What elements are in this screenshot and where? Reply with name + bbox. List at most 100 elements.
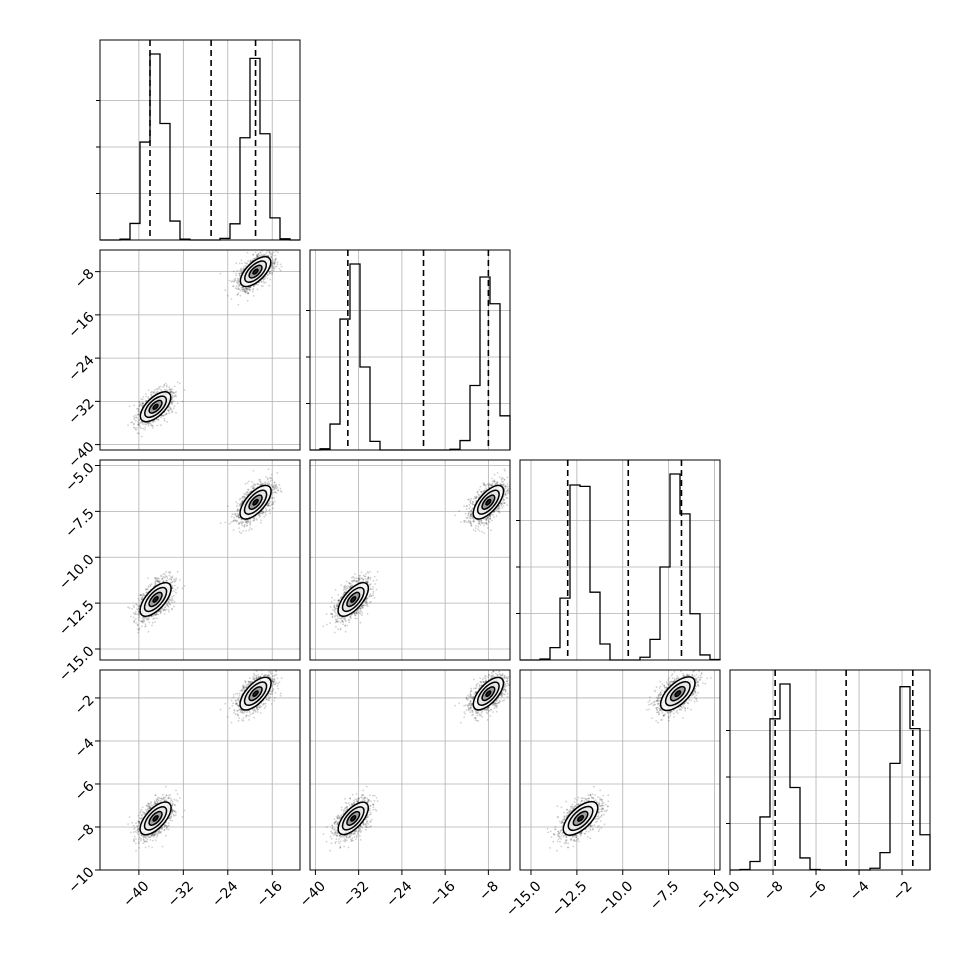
sample-point xyxy=(145,396,147,398)
sample-point xyxy=(140,594,142,596)
sample-point xyxy=(156,425,158,427)
sample-point xyxy=(267,477,269,479)
sample-point xyxy=(271,273,273,275)
sample-point xyxy=(165,571,167,573)
sample-point xyxy=(241,268,243,270)
sample-point xyxy=(249,527,251,529)
sample-point xyxy=(271,484,273,486)
sample-point xyxy=(152,425,154,427)
sample-point xyxy=(168,611,170,613)
sample-point xyxy=(503,505,505,507)
sample-point xyxy=(224,522,226,524)
sample-point xyxy=(162,386,164,388)
sample-point xyxy=(134,620,136,622)
sample-point xyxy=(177,382,179,384)
sample-point xyxy=(280,264,282,266)
sample-point xyxy=(220,273,222,275)
sample-point xyxy=(162,610,164,612)
sample-point xyxy=(133,606,135,608)
sample-point xyxy=(277,251,279,253)
sample-point xyxy=(247,260,249,262)
sample-point xyxy=(232,513,234,515)
sample-point xyxy=(259,479,261,481)
sample-point xyxy=(174,405,176,407)
sample-point xyxy=(158,581,160,583)
sample-point xyxy=(171,409,173,411)
sample-point xyxy=(272,261,274,263)
sample-point xyxy=(142,396,144,398)
sample-point xyxy=(236,285,238,287)
sample-point xyxy=(174,386,176,388)
sample-point xyxy=(275,486,277,488)
sample-point xyxy=(277,242,279,244)
sample-point xyxy=(235,273,237,275)
sample-point xyxy=(233,517,235,519)
sample-point xyxy=(177,403,179,405)
sample-point xyxy=(269,273,271,275)
sample-point xyxy=(140,427,142,429)
sample-point xyxy=(237,304,239,306)
sample-point xyxy=(273,502,275,504)
sample-point xyxy=(250,520,252,522)
sample-point xyxy=(267,505,269,507)
sample-point xyxy=(248,529,250,531)
sample-point xyxy=(175,577,177,579)
sample-point xyxy=(279,484,281,486)
sample-point xyxy=(139,404,141,406)
sample-point xyxy=(154,389,156,391)
sample-point xyxy=(137,421,139,423)
sample-point xyxy=(155,582,157,584)
sample-point xyxy=(184,585,186,587)
sample-point xyxy=(150,585,152,587)
sample-point xyxy=(150,392,152,394)
sample-point xyxy=(175,394,177,396)
sample-point xyxy=(138,619,140,621)
histogram-panel-3 xyxy=(726,670,930,870)
sample-point xyxy=(133,427,135,429)
sample-point xyxy=(246,263,248,265)
sample-point xyxy=(169,604,171,606)
sample-point xyxy=(247,252,249,254)
sample-point xyxy=(241,521,243,523)
sample-point xyxy=(243,266,245,268)
sample-point xyxy=(179,579,181,581)
sample-point xyxy=(136,427,138,429)
sample-point xyxy=(236,270,238,272)
sample-point xyxy=(258,514,260,516)
sample-point xyxy=(233,271,235,273)
sample-point xyxy=(273,270,275,272)
sample-point xyxy=(280,488,282,490)
sample-point xyxy=(164,385,166,387)
sample-point xyxy=(270,478,272,480)
sample-point xyxy=(367,605,369,607)
sample-point xyxy=(233,529,235,531)
sample-point xyxy=(150,424,152,426)
sample-point xyxy=(251,528,253,530)
sample-point xyxy=(166,580,168,582)
sample-point xyxy=(174,601,176,603)
sample-point xyxy=(139,616,141,618)
sample-point xyxy=(239,505,241,507)
sample-point xyxy=(272,255,274,257)
sample-point xyxy=(138,612,140,614)
sample-point xyxy=(251,481,253,483)
sample-point xyxy=(231,521,233,523)
sample-point xyxy=(238,514,240,516)
sample-point xyxy=(270,480,272,482)
sample-point xyxy=(275,266,277,268)
sample-point xyxy=(138,410,140,412)
sample-point xyxy=(173,400,175,402)
sample-point xyxy=(175,396,177,398)
sample-point xyxy=(247,482,249,484)
sample-point xyxy=(253,518,255,520)
sample-point xyxy=(267,274,269,276)
sample-point xyxy=(247,492,249,494)
sample-point xyxy=(374,583,376,585)
sample-point xyxy=(273,251,275,253)
sample-point xyxy=(253,295,255,297)
sample-point xyxy=(139,422,141,424)
sample-point xyxy=(242,530,244,532)
sample-point xyxy=(134,613,136,615)
sample-point xyxy=(166,421,168,423)
